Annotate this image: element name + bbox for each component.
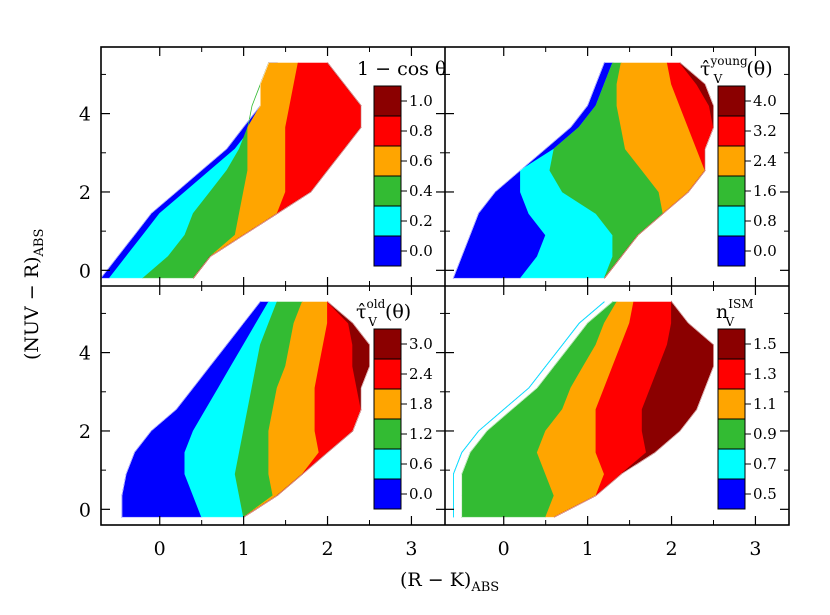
colorbar-label: 0.6 bbox=[409, 455, 433, 473]
colorbar-label: 0.0 bbox=[753, 242, 777, 260]
colorbars: 1.0 0.8 0.6 0.4 0.2 0.0 4.0 3.2 2.4 1.6 0.8 0.0 3.0 2… bbox=[373, 85, 777, 510]
colorbar-label: 2.4 bbox=[409, 365, 433, 383]
colorbar-label: 0.5 bbox=[753, 485, 777, 503]
colorbar-label: 1.3 bbox=[753, 365, 777, 383]
panel-title-tau-old: τ̂old V (θ) bbox=[356, 297, 411, 329]
colorbar-swatch bbox=[717, 418, 746, 450]
colorbar-swatch bbox=[373, 205, 402, 237]
colorbar-swatch bbox=[717, 85, 746, 117]
colorbar-swatch bbox=[373, 175, 402, 207]
x-tick-label: 0 bbox=[154, 538, 166, 560]
panel-tau-young bbox=[452, 62, 714, 279]
colorbar-swatch bbox=[717, 448, 746, 480]
y-tick-label: 0 bbox=[79, 260, 91, 282]
y-tick-label: 4 bbox=[79, 104, 91, 126]
colorbar-label: 3.2 bbox=[753, 122, 777, 140]
colorbar-label: 1.1 bbox=[753, 395, 777, 413]
colorbar-swatch bbox=[373, 328, 402, 360]
panel-n-ism bbox=[452, 300, 714, 518]
region-outline bbox=[461, 301, 714, 518]
colorbar-swatch bbox=[717, 235, 746, 267]
colorbar-swatch bbox=[373, 85, 402, 117]
colorbar-swatch bbox=[373, 115, 402, 147]
panel-frames bbox=[100, 46, 790, 526]
colorbar-swatch bbox=[717, 115, 746, 147]
colorbar-one-minus-cos-theta: 1.0 0.8 0.6 0.4 0.2 0.0 bbox=[373, 85, 433, 267]
x-axis-title: (R − K)ABS bbox=[400, 569, 499, 595]
y-axis-title: (NUV − R)ABS bbox=[21, 229, 47, 360]
colorbar-swatch bbox=[373, 388, 402, 420]
colorbar-label: 1.8 bbox=[409, 395, 433, 413]
panel-tau-old bbox=[121, 300, 370, 518]
panel-title-n-ism: nISM V bbox=[716, 297, 754, 329]
x-tick-label: 3 bbox=[749, 538, 761, 560]
colorbar-swatch bbox=[717, 205, 746, 237]
region-outline bbox=[121, 301, 370, 518]
region-outline bbox=[101, 62, 362, 279]
y-tick-label: 4 bbox=[79, 343, 91, 365]
colorbar-label: 0.0 bbox=[409, 485, 433, 503]
colorbar-label: 0.6 bbox=[409, 152, 433, 170]
colorbar-swatch bbox=[373, 478, 402, 510]
colorbar-swatch bbox=[717, 478, 746, 510]
panel-title-tau-young: τ̂young V (θ) bbox=[700, 54, 773, 86]
colorbar-n-ism: 1.5 1.3 1.1 0.9 0.7 0.5 bbox=[717, 328, 777, 510]
x-tick-label: 2 bbox=[665, 538, 677, 560]
colorbar-label: 0.7 bbox=[753, 455, 777, 473]
axis-ticks: 0 2 4 0 1 2 3 0 2 4 0 1 2 3 bbox=[79, 47, 789, 560]
colorbar-label: 0.0 bbox=[409, 242, 433, 260]
colorbar-swatch bbox=[717, 388, 746, 420]
colorbar-tau-old: 3.0 2.4 1.8 1.2 0.6 0.0 bbox=[373, 328, 433, 510]
colorbar-label: 0.4 bbox=[409, 182, 433, 200]
colorbar-swatch bbox=[373, 145, 402, 177]
x-tick-label: 2 bbox=[321, 538, 333, 560]
colorbar-label: 0.9 bbox=[753, 425, 777, 443]
colorbar-swatch bbox=[373, 418, 402, 450]
x-tick-label: 1 bbox=[238, 538, 250, 560]
colorbar-label: 1.0 bbox=[409, 92, 433, 110]
y-tick-label: 0 bbox=[79, 499, 91, 521]
colorbar-tau-young: 4.0 3.2 2.4 1.6 0.8 0.0 bbox=[717, 85, 777, 267]
colorbar-label: 4.0 bbox=[753, 92, 777, 110]
x-tick-label: 3 bbox=[405, 538, 417, 560]
colorbar-swatch bbox=[373, 448, 402, 480]
contour-band-level-1 bbox=[452, 301, 605, 518]
colorbar-label: 3.0 bbox=[409, 335, 433, 353]
colorbar-swatch bbox=[373, 358, 402, 390]
colorbar-label: 1.2 bbox=[409, 425, 433, 443]
panel-one-minus-cos-theta bbox=[101, 62, 362, 279]
colorbar-label: 1.5 bbox=[753, 335, 777, 353]
colorbar-swatch bbox=[717, 358, 746, 390]
colorbar-label: 0.8 bbox=[409, 122, 433, 140]
colorbar-label: 0.2 bbox=[409, 212, 433, 230]
x-tick-label: 1 bbox=[582, 538, 594, 560]
colorbar-swatch bbox=[717, 145, 746, 177]
colorbar-swatch bbox=[373, 235, 402, 267]
y-tick-label: 2 bbox=[79, 421, 91, 443]
colorbar-swatch bbox=[717, 328, 746, 360]
panel-title-one-minus-cos-theta: 1 − cos θ bbox=[357, 58, 446, 80]
x-tick-label: 0 bbox=[498, 538, 510, 560]
y-tick-label: 2 bbox=[79, 182, 91, 204]
colorbar-label: 1.6 bbox=[753, 182, 777, 200]
colorbar-swatch bbox=[717, 175, 746, 207]
region-outline bbox=[453, 62, 714, 279]
colorbar-label: 2.4 bbox=[753, 152, 777, 170]
colorbar-label: 0.8 bbox=[753, 212, 777, 230]
